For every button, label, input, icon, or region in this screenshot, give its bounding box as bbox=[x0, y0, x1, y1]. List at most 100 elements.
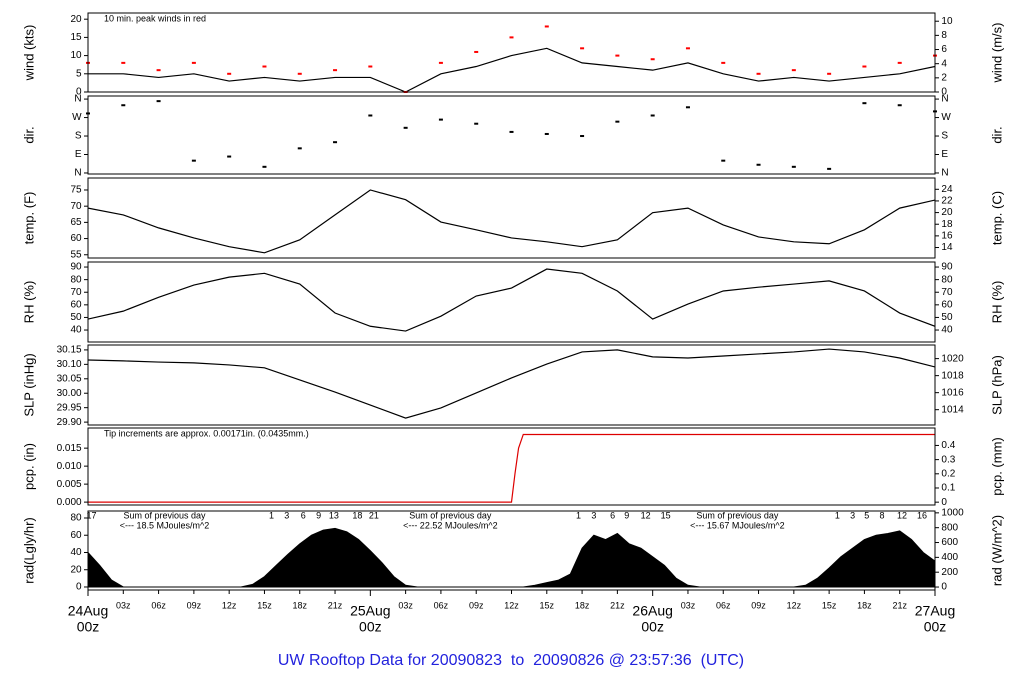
data-line bbox=[88, 268, 935, 332]
y-tick-label: N bbox=[74, 94, 81, 105]
hour-mark: 21 bbox=[369, 510, 379, 520]
data-point bbox=[156, 100, 161, 103]
y-tick-label: 30.00 bbox=[57, 388, 82, 399]
y-tick-label: 0.1 bbox=[941, 483, 955, 494]
x-tick-label: 15z bbox=[540, 600, 555, 610]
y-tick-label: 20 bbox=[941, 207, 953, 218]
y-tick-label: N bbox=[74, 168, 81, 179]
hour-mark: 1 bbox=[576, 510, 581, 520]
x-day-hour: 00z bbox=[924, 619, 947, 635]
x-day-label: 27Aug bbox=[915, 603, 955, 619]
sum-label: Sum of previous day bbox=[409, 510, 492, 520]
y2-axis-label: SLP (hPa) bbox=[989, 355, 1004, 415]
y-axis-label: temp. (F) bbox=[21, 192, 36, 245]
data-point bbox=[615, 54, 620, 57]
y-tick-label: 70 bbox=[941, 287, 953, 298]
data-point bbox=[650, 114, 655, 117]
y-tick-label: 6 bbox=[941, 44, 947, 55]
data-point bbox=[544, 25, 549, 28]
data-point bbox=[191, 159, 196, 162]
y-tick-label: S bbox=[941, 131, 948, 142]
y-axis-label: pcp. (in) bbox=[21, 443, 36, 490]
hour-mark: 15 bbox=[661, 510, 671, 520]
data-point bbox=[156, 69, 161, 72]
y-axis-label: dir. bbox=[21, 126, 36, 143]
y-tick-label: 0 bbox=[941, 87, 947, 98]
data-point bbox=[897, 61, 902, 64]
y-tick-label: 20 bbox=[70, 14, 82, 25]
y-axis-label: SLP (inHg) bbox=[21, 353, 36, 416]
y-tick-label: 75 bbox=[70, 185, 82, 196]
data-point bbox=[121, 104, 126, 107]
sum-amount: <--- 18.5 MJoules/m^2 bbox=[120, 520, 210, 530]
y-tick-label: 10 bbox=[70, 50, 82, 61]
y-tick-label: 1014 bbox=[941, 404, 964, 415]
y-tick-label: 30.10 bbox=[57, 359, 82, 370]
data-point bbox=[438, 61, 443, 64]
hour-mark: 3 bbox=[284, 510, 289, 520]
x-tick-label: 18z bbox=[857, 600, 872, 610]
data-point bbox=[368, 65, 373, 68]
annotation: Tip increments are approx. 0.00171in. (0… bbox=[104, 428, 309, 438]
y2-axis-label: wind (m/s) bbox=[989, 23, 1004, 84]
x-tick-label: 06z bbox=[716, 600, 731, 610]
data-point bbox=[650, 58, 655, 61]
hour-mark: 18 bbox=[352, 510, 362, 520]
panel-frame bbox=[87, 344, 936, 426]
y-tick-label: 80 bbox=[941, 274, 953, 285]
y-tick-label: W bbox=[941, 112, 951, 123]
x-tick-label: 03z bbox=[681, 600, 696, 610]
data-line bbox=[88, 433, 935, 503]
y-tick-label: E bbox=[941, 149, 948, 160]
y-tick-label: N bbox=[941, 94, 948, 105]
panel-frame bbox=[87, 177, 936, 259]
sum-amount: <--- 15.67 MJoules/m^2 bbox=[690, 520, 785, 530]
y-tick-label: 0 bbox=[941, 582, 947, 593]
y-tick-label: 20 bbox=[70, 564, 82, 575]
data-point bbox=[191, 61, 196, 64]
hour-mark: 3 bbox=[850, 510, 855, 520]
x-tick-label: 21z bbox=[328, 600, 343, 610]
x-tick-label: 03z bbox=[116, 600, 131, 610]
y-tick-label: 14 bbox=[941, 242, 953, 253]
y-tick-label: W bbox=[72, 112, 82, 123]
panel-frame bbox=[87, 95, 936, 175]
data-point bbox=[227, 155, 232, 158]
y-tick-label: 4 bbox=[941, 58, 947, 69]
x-tick-label: 09z bbox=[187, 600, 202, 610]
data-point bbox=[580, 135, 585, 138]
y-tick-label: 50 bbox=[941, 312, 953, 323]
y-tick-label: 70 bbox=[70, 287, 82, 298]
y-tick-label: 22 bbox=[941, 196, 953, 207]
x-tick-label: 06z bbox=[151, 600, 166, 610]
hour-mark: 16 bbox=[917, 510, 927, 520]
data-point bbox=[474, 122, 479, 125]
y-tick-label: 2 bbox=[941, 72, 947, 83]
y-tick-label: 50 bbox=[70, 312, 82, 323]
data-point bbox=[721, 159, 726, 162]
y-tick-label: 70 bbox=[70, 201, 82, 212]
y-tick-label: 1016 bbox=[941, 387, 964, 398]
x-tick-label: 12z bbox=[787, 600, 802, 610]
panel-frame bbox=[87, 510, 936, 591]
y-tick-label: 55 bbox=[70, 249, 82, 260]
y-tick-label: 80 bbox=[70, 513, 82, 524]
x-day-hour: 00z bbox=[641, 619, 664, 635]
data-point bbox=[897, 104, 902, 107]
y-tick-label: 10 bbox=[941, 16, 953, 27]
x-tick-label: 15z bbox=[822, 600, 837, 610]
hour-mark: 1 bbox=[269, 510, 274, 520]
y-tick-label: E bbox=[75, 149, 82, 160]
data-point bbox=[438, 118, 443, 121]
annotation: 10 min. peak winds in red bbox=[104, 13, 206, 23]
x-tick-label: 03z bbox=[398, 600, 413, 610]
y-axis-label: rad(Lgly/hr) bbox=[21, 517, 36, 583]
data-point bbox=[474, 50, 479, 53]
y-tick-label: 400 bbox=[941, 552, 958, 563]
y-tick-label: 40 bbox=[941, 325, 953, 336]
data-line bbox=[88, 47, 935, 92]
sum-label: Sum of previous day bbox=[696, 510, 779, 520]
data-point bbox=[121, 61, 126, 64]
x-day-label: 24Aug bbox=[68, 603, 108, 619]
